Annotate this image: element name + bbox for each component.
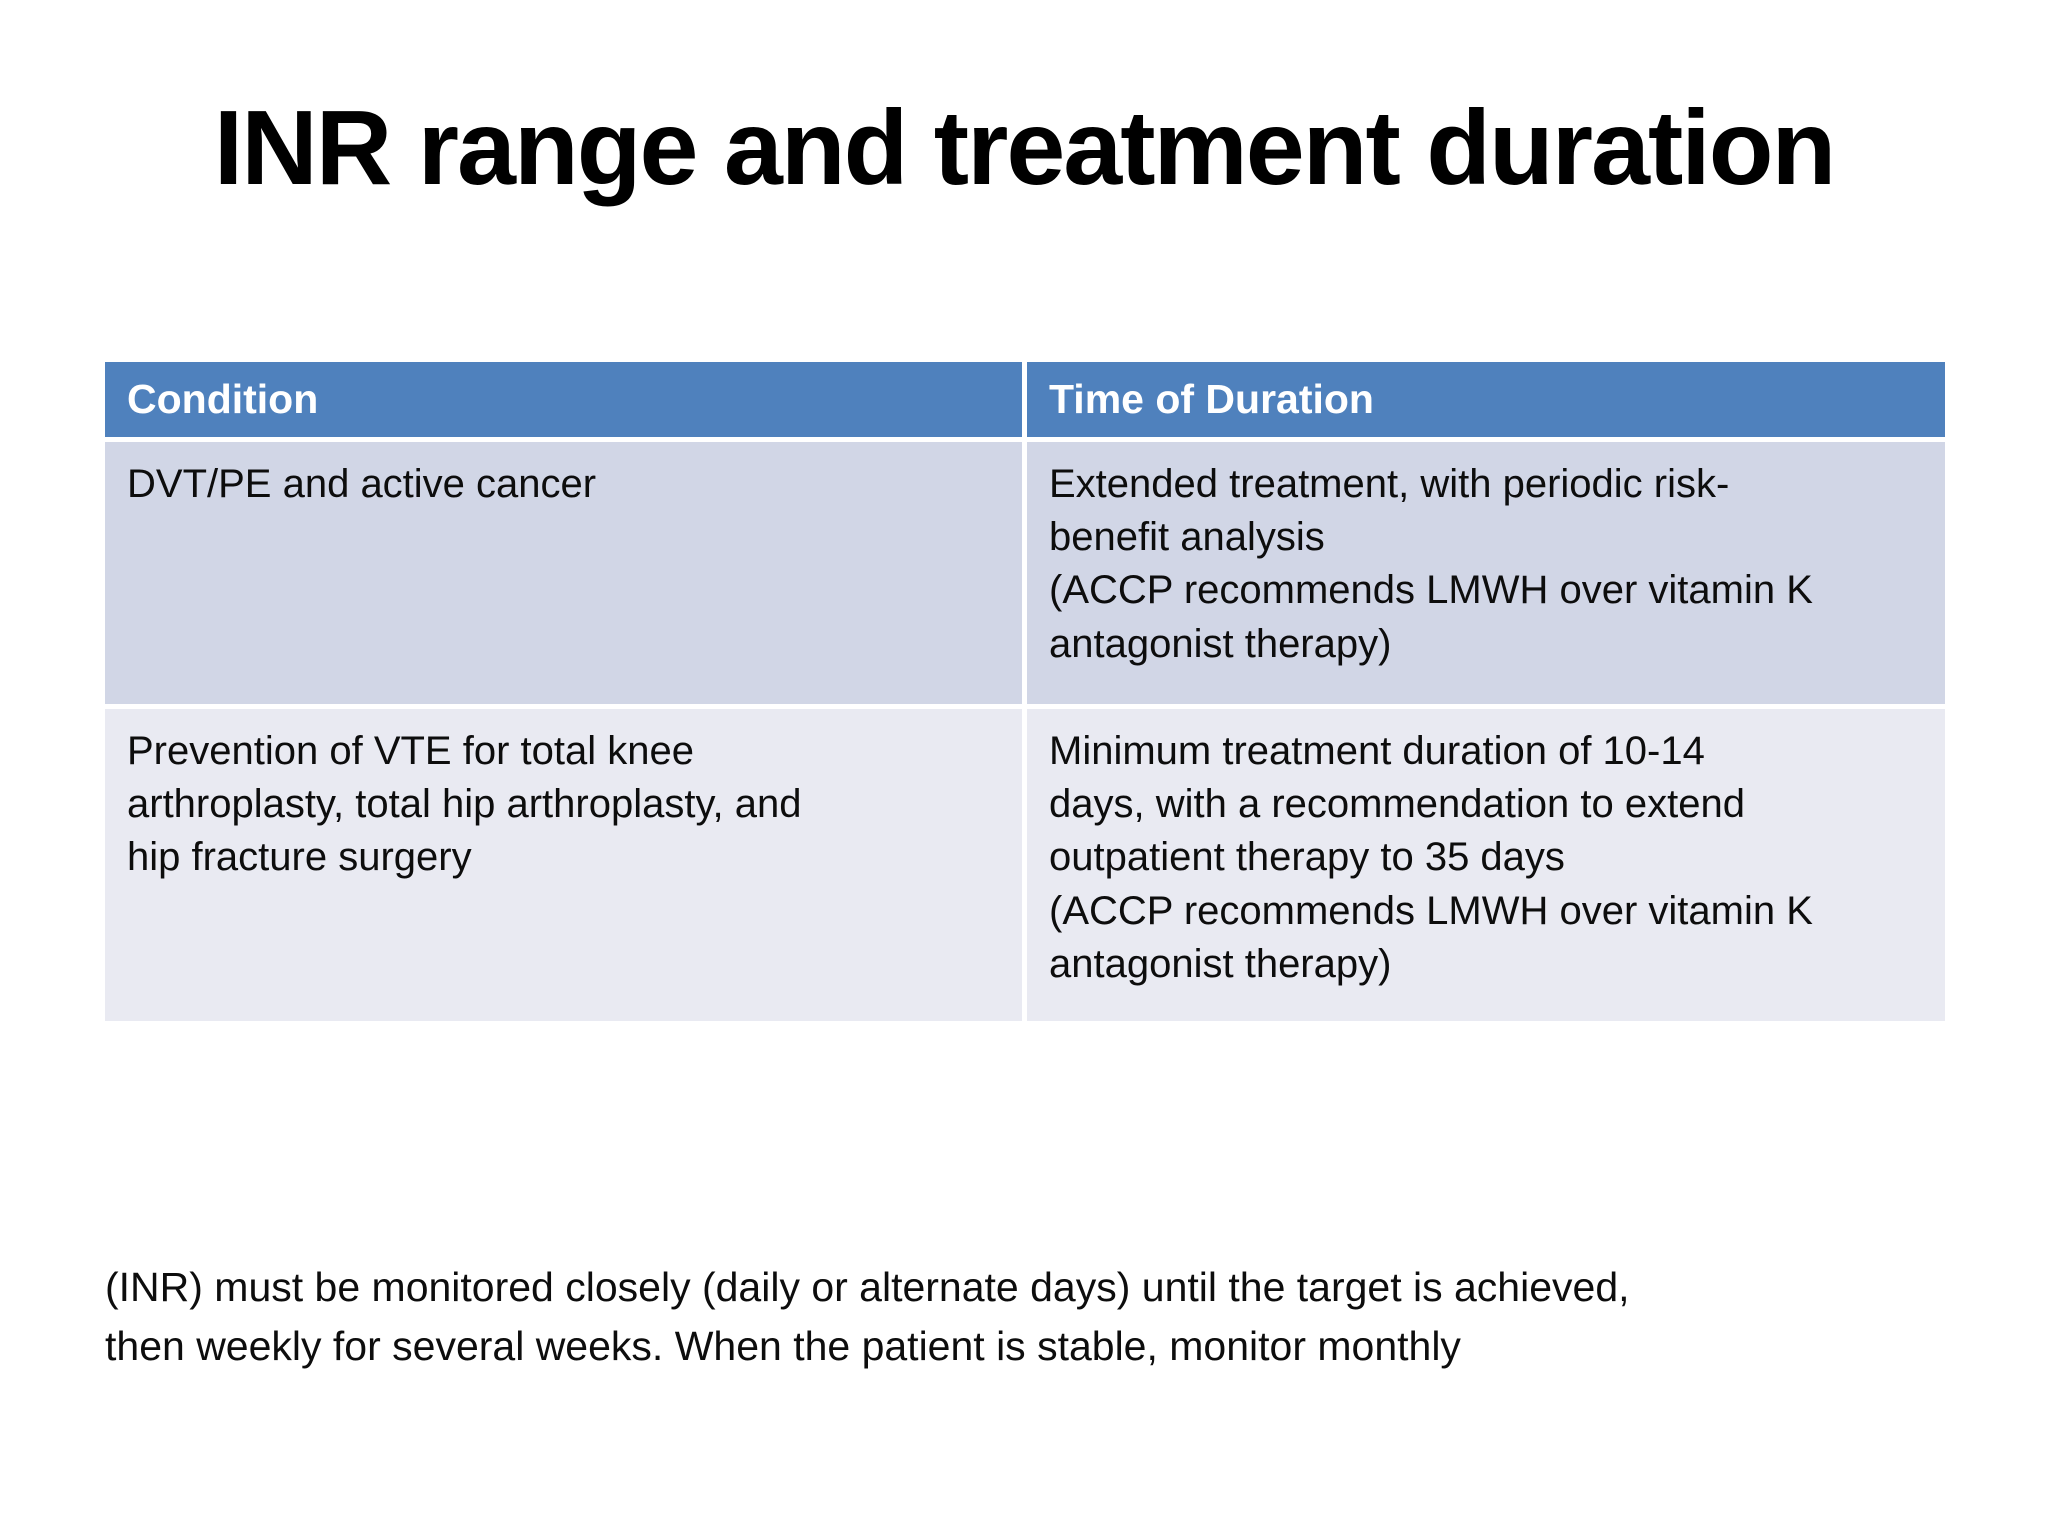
table-header-condition: Condition — [105, 362, 1022, 437]
table-row-2-condition: Prevention of VTE for total knee arthrop… — [105, 709, 1022, 1021]
table-row-1-condition: DVT/PE and active cancer — [105, 442, 1022, 704]
page-title: INR range and treatment duration — [213, 89, 1836, 207]
table-row-2-duration: Minimum treatment duration of 10-14 days… — [1027, 709, 1945, 1021]
treatment-duration-table: Condition Time of Duration DVT/PE and ac… — [105, 362, 1945, 1021]
inr-monitoring-note: (INR) must be monitored closely (daily o… — [105, 1264, 1630, 1370]
table-header-time-of-duration: Time of Duration — [1027, 362, 1945, 437]
table-row-1-duration: Extended treatment, with periodic risk- … — [1027, 442, 1945, 704]
